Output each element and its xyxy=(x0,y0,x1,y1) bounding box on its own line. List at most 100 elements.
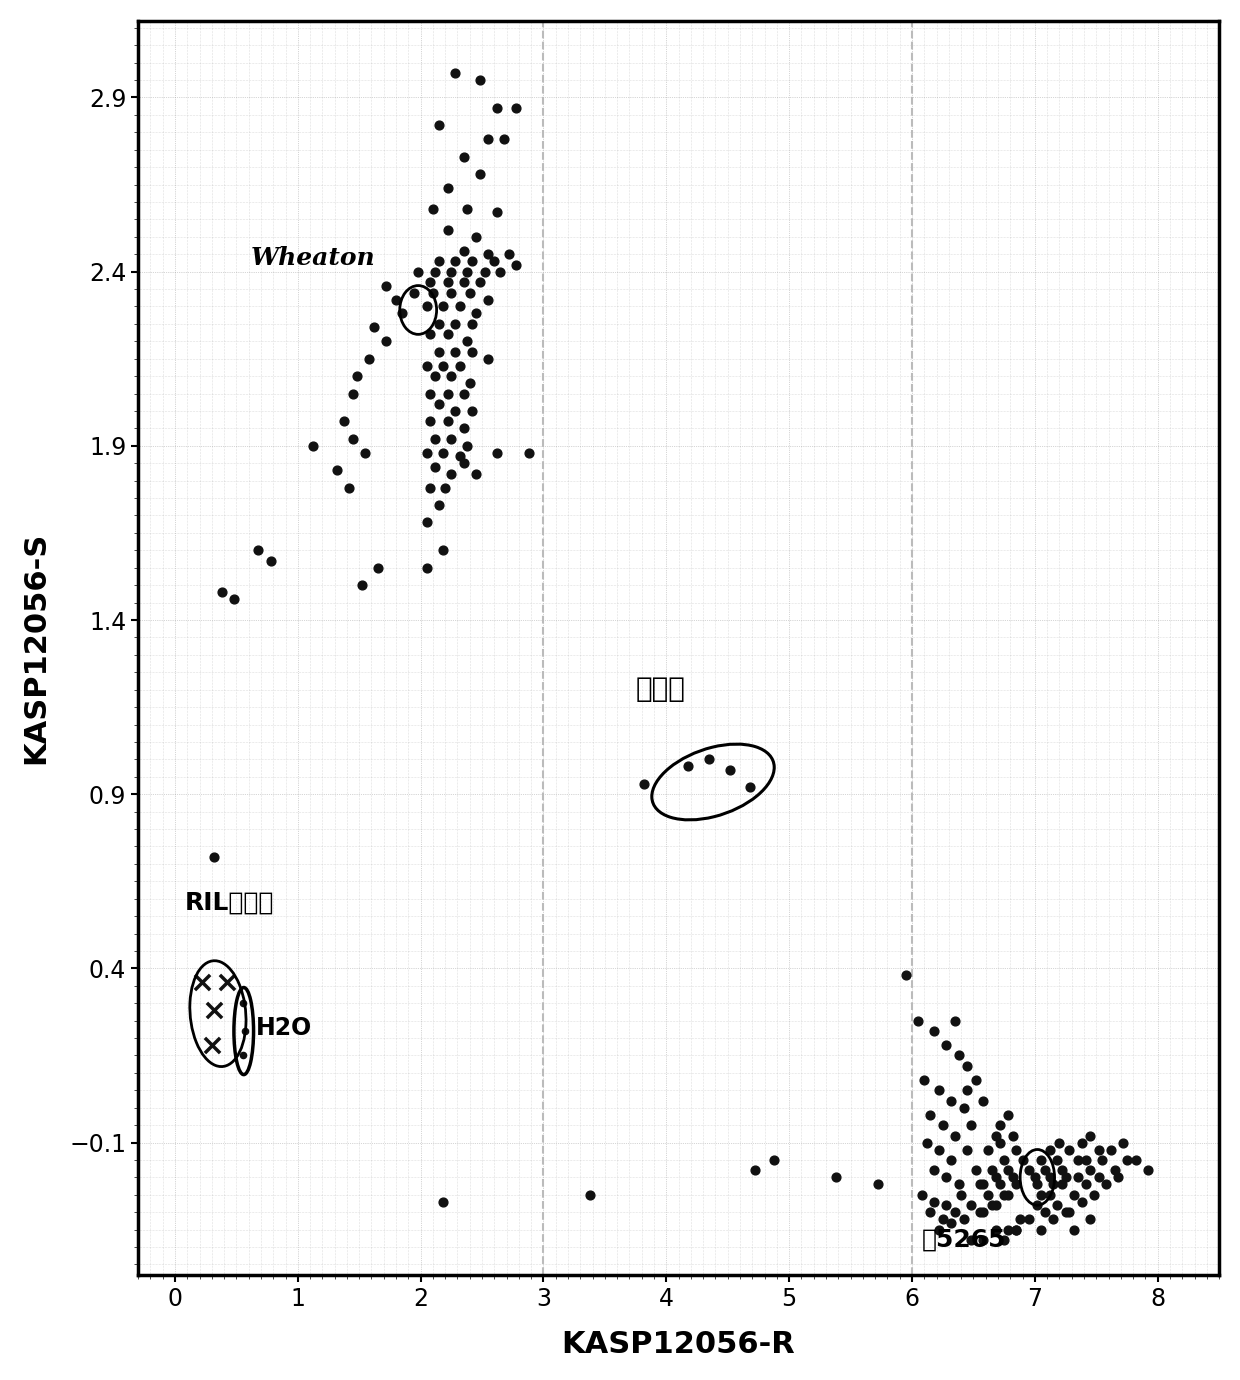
Point xyxy=(343,382,363,404)
Point xyxy=(1019,1159,1039,1181)
Point xyxy=(920,1201,940,1223)
Point xyxy=(248,540,268,562)
Point xyxy=(1019,1208,1039,1230)
Point xyxy=(425,261,445,283)
Point xyxy=(433,1191,453,1213)
Point xyxy=(458,435,477,457)
Text: 杂合体: 杂合体 xyxy=(636,675,686,702)
Point xyxy=(224,588,244,610)
Point xyxy=(941,1150,961,1172)
Point xyxy=(1076,1150,1096,1172)
Point xyxy=(973,1090,993,1112)
Point xyxy=(479,128,498,150)
Point xyxy=(973,1201,993,1223)
Point xyxy=(1101,1138,1121,1161)
Text: H2O: H2O xyxy=(255,1016,312,1039)
Point xyxy=(924,1020,944,1042)
Point xyxy=(1059,1138,1079,1161)
Point xyxy=(1032,1184,1052,1206)
Point xyxy=(335,410,355,432)
Point xyxy=(441,366,461,388)
Point xyxy=(1076,1173,1096,1195)
Point xyxy=(1059,1201,1079,1223)
Point xyxy=(343,428,363,450)
Point xyxy=(425,366,445,388)
Point xyxy=(986,1166,1006,1188)
Point xyxy=(914,1068,934,1090)
Point xyxy=(1071,1191,1091,1213)
Point xyxy=(1114,1132,1133,1154)
Point xyxy=(417,442,436,464)
Point xyxy=(1080,1125,1100,1147)
Point xyxy=(463,250,482,272)
Point xyxy=(720,759,740,781)
Point xyxy=(961,1114,981,1136)
Point xyxy=(1052,1173,1071,1195)
Point xyxy=(368,556,388,578)
Point xyxy=(495,128,515,150)
Point xyxy=(765,1150,785,1172)
Point xyxy=(445,250,465,272)
Point xyxy=(1047,1150,1066,1172)
Point xyxy=(1071,1132,1091,1154)
Point xyxy=(429,115,449,137)
Point xyxy=(202,1034,222,1056)
Point xyxy=(507,254,527,276)
Point xyxy=(376,330,396,352)
Point xyxy=(386,288,405,311)
Point xyxy=(740,776,760,798)
Point xyxy=(454,417,474,439)
Point xyxy=(678,755,698,777)
Point xyxy=(445,313,465,335)
Point xyxy=(303,435,322,457)
Point xyxy=(1064,1184,1084,1206)
Point xyxy=(1068,1166,1087,1188)
Point xyxy=(417,556,436,578)
Point xyxy=(986,1194,1006,1216)
Point xyxy=(986,1125,1006,1147)
Point xyxy=(417,512,436,534)
Point xyxy=(491,261,511,283)
Point xyxy=(936,1166,956,1188)
Point xyxy=(487,97,507,119)
Point xyxy=(1007,1219,1027,1241)
Point xyxy=(458,261,477,283)
Point xyxy=(961,1230,981,1252)
Point xyxy=(454,146,474,168)
Point xyxy=(941,1090,961,1112)
Point xyxy=(1084,1184,1104,1206)
Point xyxy=(423,197,443,219)
Point xyxy=(445,400,465,422)
Point xyxy=(945,1010,965,1032)
Point xyxy=(978,1138,998,1161)
Point xyxy=(233,1045,253,1067)
Point xyxy=(986,1219,1006,1241)
Point xyxy=(998,1219,1018,1241)
Point xyxy=(929,1219,949,1241)
Text: Wheaton: Wheaton xyxy=(252,246,376,269)
Point xyxy=(966,1068,986,1090)
Point xyxy=(425,428,445,450)
Point xyxy=(450,446,470,468)
Point xyxy=(1011,1208,1030,1230)
Point xyxy=(212,581,232,603)
Point xyxy=(429,313,449,335)
Point xyxy=(423,282,443,304)
Point xyxy=(1126,1150,1146,1172)
Point xyxy=(1013,1150,1033,1172)
Point xyxy=(1032,1150,1052,1172)
Point xyxy=(420,323,440,345)
Point xyxy=(429,341,449,363)
Point xyxy=(924,1191,944,1213)
Point xyxy=(1025,1166,1045,1188)
Point xyxy=(1003,1125,1023,1147)
Text: RIL缺失系: RIL缺失系 xyxy=(185,890,274,914)
Point xyxy=(1039,1166,1059,1188)
Point xyxy=(420,382,440,404)
Point xyxy=(450,355,470,377)
Point xyxy=(1032,1219,1052,1241)
Point xyxy=(998,1184,1018,1206)
Point xyxy=(1028,1173,1048,1195)
Point xyxy=(433,295,453,317)
Point xyxy=(1043,1208,1063,1230)
